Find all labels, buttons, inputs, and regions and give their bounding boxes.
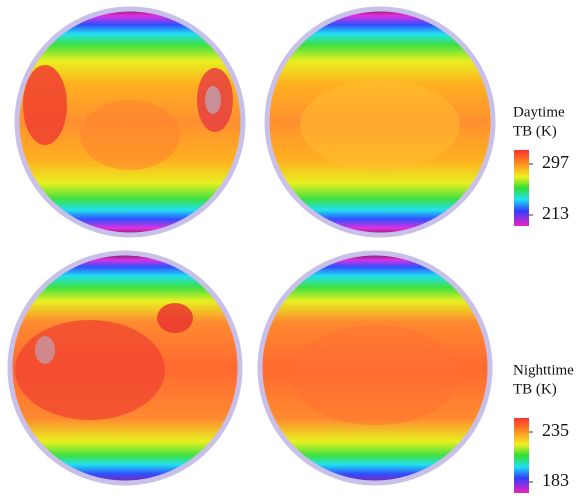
globe-day-far [267, 9, 493, 235]
colorbar [514, 418, 529, 493]
colorbar-label: 183 [542, 470, 569, 490]
globe-day-near [17, 9, 243, 235]
colorbar [514, 150, 529, 226]
colorbar-title: TB (K) [513, 123, 557, 139]
globe-night-far [260, 253, 490, 483]
colorbar-title: Daytime [513, 104, 565, 120]
colorbar-title: Nighttime [513, 362, 574, 378]
colorbars: Daytime TB (K) 297 213 Nighttime TB (K) 235 183 [513, 104, 574, 493]
colorbar-label: 235 [542, 420, 569, 440]
globe-night-near [10, 253, 240, 483]
colorbar-label: 213 [542, 203, 569, 223]
colorbar-title: TB (K) [513, 381, 557, 397]
figure: Daytime TB (K) 297 213 Nighttime TB (K) 235 183 [0, 0, 579, 496]
colorbar-label: 297 [542, 152, 569, 172]
